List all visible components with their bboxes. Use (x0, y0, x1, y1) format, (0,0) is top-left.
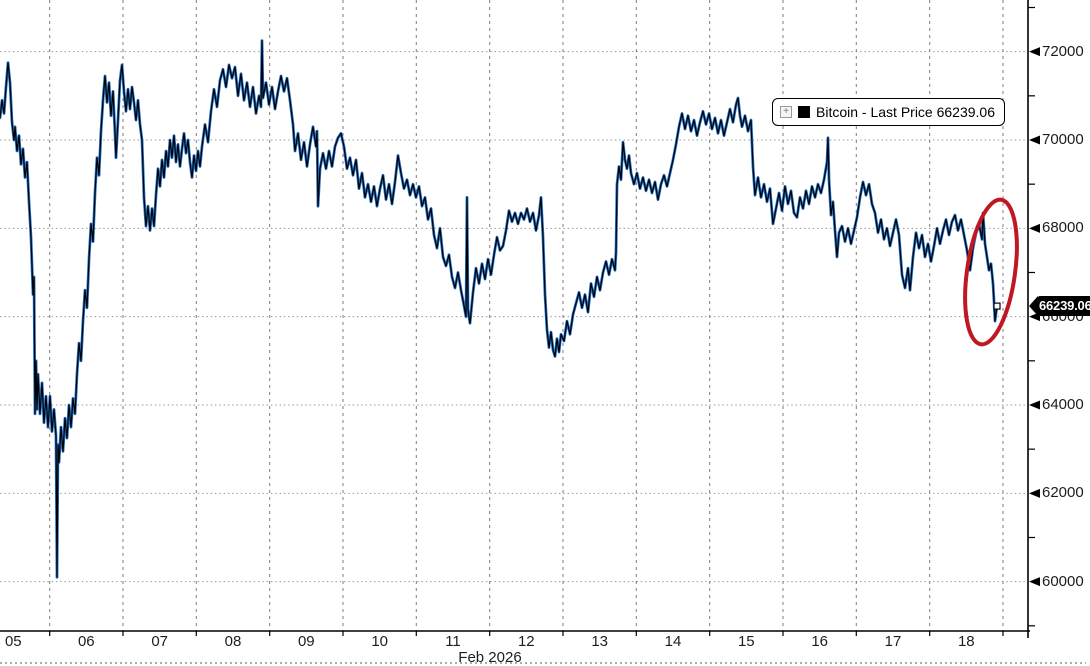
legend-label: Bitcoin - Last Price 66239.06 (816, 104, 995, 120)
y-tick-label: 72000 (1042, 42, 1084, 60)
x-tick-label: 08 (224, 633, 242, 650)
y-tick-label: 68000 (1042, 219, 1084, 237)
x-tick-label: 05 (4, 633, 22, 650)
expand-icon[interactable]: + (780, 106, 792, 118)
x-tick-label: 15 (737, 633, 755, 650)
x-tick-label: 07 (151, 633, 169, 650)
y-tick-label: 64000 (1042, 395, 1084, 413)
x-tick-label: 12 (517, 633, 535, 650)
x-tick-label: 10 (371, 633, 389, 650)
x-tick-label: 06 (77, 633, 95, 650)
x-tick-label: 11 (445, 633, 461, 650)
y-tick-label: 70000 (1042, 131, 1084, 148)
highlight-ellipse (963, 197, 1019, 347)
last-price-tag: 66239.06 (1029, 296, 1090, 316)
y-tick-label: 60000 (1042, 572, 1084, 590)
x-tick-label: 16 (811, 633, 829, 650)
x-tick-label: 18 (957, 633, 975, 650)
series-marker-icon (798, 106, 810, 118)
x-tick-label: 14 (664, 633, 682, 650)
x-tick-label: 09 (297, 633, 315, 650)
x-tick-label: 17 (884, 633, 902, 650)
y-tick-label: 62000 (1042, 484, 1084, 502)
x-axis-month-label: Feb 2026 (458, 649, 522, 666)
x-tick-label: 13 (591, 633, 609, 650)
legend[interactable]: + Bitcoin - Last Price 66239.06 (772, 98, 1005, 126)
